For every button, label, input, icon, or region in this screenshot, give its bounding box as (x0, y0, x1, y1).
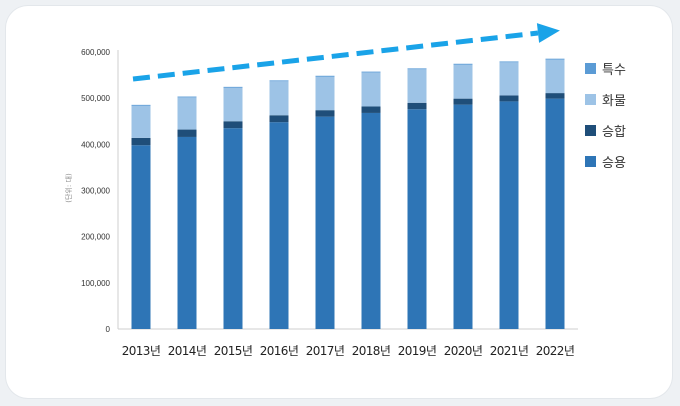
x-tick-labels: 2013년 2014년 2015년 2016년 2017년 2018년 2019년 2020년… (122, 344, 575, 358)
legend-label: 승합 (602, 125, 626, 140)
x-tick-label: 2020년 (444, 344, 483, 358)
bar-segment (223, 87, 243, 122)
bar-segment (361, 72, 381, 107)
bar-segment (131, 137, 151, 146)
bar-segment (269, 122, 289, 329)
x-tick-label: 2022년 (536, 344, 575, 358)
bar-segment (131, 145, 151, 329)
trend-arrow-line (132, 30, 539, 82)
y-tick-label: 0 (106, 325, 111, 334)
bar-segment (177, 96, 197, 98)
y-axis-unit-label: (단위: 대) (64, 173, 73, 203)
bar-segment (223, 121, 243, 129)
bar-segment (407, 102, 427, 110)
bar-segment (499, 62, 519, 96)
legend-swatch (585, 94, 596, 105)
bar-segment (269, 80, 289, 82)
bar-segment (223, 86, 243, 88)
y-tick-label: 300,000 (81, 187, 110, 196)
bar-segment (315, 76, 335, 111)
bar-segment (407, 109, 427, 329)
bar-segment (177, 97, 197, 130)
bar-segment (315, 75, 335, 77)
legend-swatch (585, 125, 596, 136)
legend-label: 승용 (602, 156, 626, 171)
legend-swatch (585, 63, 596, 74)
bar-segment (545, 98, 565, 329)
y-tick-labels: 0 100,000 200,000 300,000 400,000 500,000 600,… (81, 48, 110, 334)
y-tick-label: 600,000 (81, 48, 110, 57)
y-tick-label: 200,000 (81, 233, 110, 242)
trend-arrow (132, 23, 560, 82)
bars (131, 58, 565, 330)
trend-arrow-head (536, 23, 560, 43)
bar-segment (269, 115, 289, 123)
x-tick-label: 2021년 (490, 344, 529, 358)
bar-segment (407, 68, 427, 70)
bar-segment (131, 105, 151, 138)
x-tick-label: 2019년 (398, 344, 437, 358)
bar-segment (453, 63, 473, 65)
x-tick-label: 2014년 (168, 344, 207, 358)
bar-segment (545, 59, 565, 94)
bar-segment (453, 64, 473, 99)
bar-segment (361, 106, 381, 113)
bar-segment (361, 112, 381, 329)
legend-label: 화물 (602, 94, 626, 109)
bar-segment (453, 98, 473, 105)
y-tick-label: 400,000 (81, 140, 110, 149)
y-tick-label: 100,000 (81, 279, 110, 288)
bar-segment (499, 61, 519, 63)
x-tick-label: 2016년 (260, 344, 299, 358)
legend-swatch (585, 156, 596, 167)
bar-segment (453, 104, 473, 329)
bar-segment (545, 58, 565, 60)
bar-segment (361, 71, 381, 73)
bar-segment (223, 128, 243, 329)
bar-segment (315, 116, 335, 329)
bar-segment (545, 93, 565, 99)
bar-segment (315, 110, 335, 117)
x-tick-label: 2018년 (352, 344, 391, 358)
bar-segment (177, 136, 197, 329)
bar-segment (499, 101, 519, 330)
bar-segment (407, 69, 427, 103)
x-tick-label: 2017년 (306, 344, 345, 358)
bar-segment (499, 95, 519, 102)
x-tick-label: 2015년 (214, 344, 253, 358)
bar-segment (131, 104, 151, 106)
bar-segment (177, 129, 197, 137)
x-tick-label: 2013년 (122, 344, 161, 358)
y-tick-label: 500,000 (81, 94, 110, 103)
bar-segment (269, 81, 289, 116)
legend-label: 특수 (602, 63, 626, 78)
